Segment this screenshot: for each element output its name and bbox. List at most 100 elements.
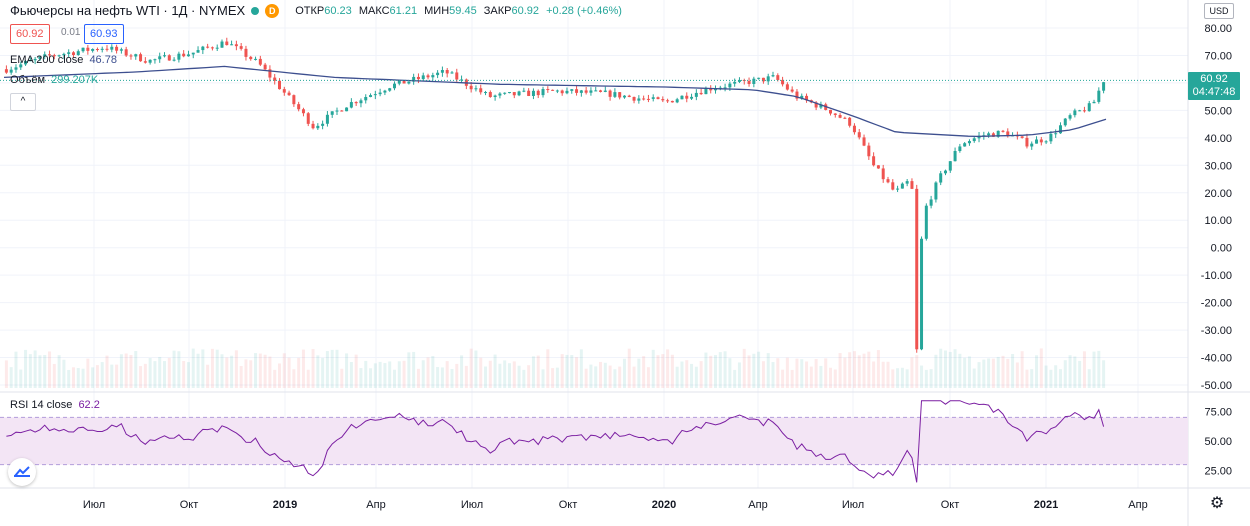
candle-body [369,95,373,98]
volume-bar [38,355,42,388]
volume-bar [210,348,214,388]
candle-body [167,55,171,61]
candle-body [335,110,339,112]
volume-bar [560,354,564,388]
volume-bar [43,354,47,388]
volume-bar [977,362,981,388]
market-open-dot-icon [251,6,260,15]
sell-button[interactable]: 60.92 [10,24,50,44]
volume-bar [555,367,559,388]
candle-body [402,80,406,84]
rsi-value: 62.2 [78,399,100,411]
volume-bar [603,362,607,388]
rsi-legend[interactable]: RSI 14 close 62.2 [10,399,100,411]
price-axis[interactable]: 80.0070.0060.0050.0040.0030.0020.0010.00… [1201,23,1232,392]
collapse-legend-button[interactable]: ^ [10,93,36,111]
candle-body [929,199,933,206]
candle-body [747,81,751,84]
ema-line [3,65,1107,138]
volume-bar [1020,351,1024,388]
candle-body [642,98,646,100]
volume-bar [900,367,904,388]
candle-body [579,90,583,93]
candle-body [814,102,818,108]
candle-body [790,89,794,92]
volume-bar [388,361,392,388]
spread-value: 0.01 [61,27,81,38]
candle-body [1063,118,1067,126]
volume-bar [91,367,95,388]
volume-bar [48,351,52,388]
candle-body [153,59,157,61]
candle-body [24,61,28,65]
volume-bar [62,359,66,388]
candle-body [416,76,420,80]
candle-body [958,146,962,151]
candle-body [838,114,842,118]
candle-body [100,48,104,50]
candle-body [781,79,785,85]
volume-bar [335,349,339,388]
candle-body [1006,131,1010,137]
ohlc-readout: ОТКР60.23 МАКС61.21 МИН59.45 ЗАКР60.92 +… [295,5,622,17]
candle-body [886,179,890,183]
volume-bar [934,354,938,388]
settings-gear-icon[interactable]: ⚙ [1209,495,1225,512]
currency-button[interactable]: USD [1204,3,1234,19]
time-axis[interactable]: Июл Окт 2019 Апр Июл Окт 2020 Апр Июл Окт 2021 Апр [83,499,1148,511]
candle-body [115,46,119,51]
volume-bar [258,353,262,388]
volume-bar [182,361,186,388]
candle-body [1044,141,1048,143]
ema-legend[interactable]: EMA 200 close 46.78 [10,54,117,66]
candle-body [675,99,679,103]
candle-body [445,70,449,74]
volume-bar [163,361,167,388]
volume-bar [234,350,238,388]
candle-body [867,145,871,157]
candle-body [833,113,837,115]
volume-bar [369,368,373,388]
candle-body [412,76,416,82]
volume-legend[interactable]: Объём 299.207K [10,74,98,86]
candle-body [392,83,396,89]
candle-body [872,156,876,166]
candle-body [651,97,655,99]
buy-button[interactable]: 60.93 [84,24,124,44]
candle-body [972,138,976,142]
candle-body [776,75,780,80]
candle-body [881,168,885,180]
chart-header: Фьючерсы на нефть WTI · 1Д · NYMEX D ОТК… [10,3,622,18]
candle-body [723,87,727,89]
volume-bar [800,359,804,388]
time-tick-label: 2020 [652,499,676,511]
volume-bar [565,354,569,388]
volume-bar [618,366,622,388]
symbol-title[interactable]: Фьючерсы на нефть WTI · 1Д · NYMEX [10,3,246,18]
time-tick-label: Апр [748,499,767,511]
candle-body [613,92,617,97]
volume-bar [776,358,780,388]
candle-body [714,88,718,91]
price-tick-label: -40.00 [1201,353,1232,365]
candle-body [905,181,909,184]
candle-body [852,125,856,133]
volume-bar [263,354,267,388]
candle-body [737,80,741,82]
volume-bar [431,356,435,388]
rsi-tick-label: 25.00 [1204,466,1232,478]
candle-body [694,92,698,97]
candle-body [522,90,526,92]
volume-bar [920,365,924,388]
volume-bar [129,355,133,388]
volume-bar [1049,369,1053,388]
volume-bar [67,369,71,388]
volume-bar [186,362,190,388]
tradingview-logo-icon[interactable] [8,458,36,486]
candle-body [33,58,37,61]
volume-bar [407,352,411,388]
candle-body [704,88,708,95]
candle-body [924,205,928,239]
rsi-tick-label: 75.00 [1204,406,1232,418]
volume-bar [172,350,176,388]
